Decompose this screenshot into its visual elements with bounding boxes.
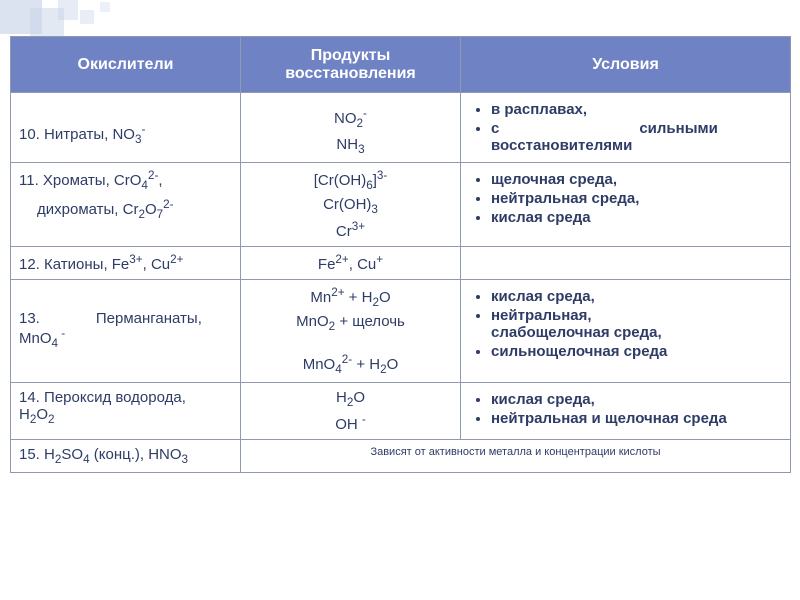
- table-row: 11. Хроматы, CrO42-, дихроматы, Cr2O72- …: [11, 163, 791, 247]
- cell-products-12: Fe2+, Cu+: [241, 247, 461, 280]
- table-row: 15. H2SO4 (конц.), HNO3 Зависят от актив…: [11, 440, 791, 473]
- header-row: Окислители Продукты восстановления Услов…: [11, 37, 791, 93]
- cell-products-13: Mn2+ + H2O MnO2 + щелочь MnO42- + H2O: [241, 280, 461, 383]
- cell-oxidizer-11: 11. Хроматы, CrO42-, дихроматы, Cr2O72-: [11, 163, 241, 247]
- table-row: 14. Пероксид водорода, H2O2 H2O OH - кис…: [11, 383, 791, 440]
- cell-oxidizer-10: 10. Нитраты, NO3-: [11, 93, 241, 163]
- cell-products-11: [Cr(OH)6]3- Cr(OH)3 Cr3+: [241, 163, 461, 247]
- header-oxidizers: Окислители: [11, 37, 241, 93]
- cell-oxidizer-14: 14. Пероксид водорода, H2O2: [11, 383, 241, 440]
- cell-oxidizer-12: 12. Катионы, Fe3+, Cu2+: [11, 247, 241, 280]
- cell-oxidizer-15: 15. H2SO4 (конц.), HNO3: [11, 440, 241, 473]
- cell-conditions-11: щелочная среда, нейтральная среда, кисла…: [461, 163, 791, 247]
- header-conditions: Условия: [461, 37, 791, 93]
- cell-conditions-14: кислая среда, нейтральная и щелочная сре…: [461, 383, 791, 440]
- table-row: 13.Перманганаты, MnO4 - Mn2+ + H2O MnO2 …: [11, 280, 791, 383]
- table-row: 10. Нитраты, NO3- NO2- NH3 в расплавах, …: [11, 93, 791, 163]
- cell-products-14: H2O OH -: [241, 383, 461, 440]
- cell-oxidizer-13: 13.Перманганаты, MnO4 -: [11, 280, 241, 383]
- cell-conditions-10: в расплавах, ссильнымивосстановителями: [461, 93, 791, 163]
- oxidizers-table-container: Окислители Продукты восстановления Услов…: [10, 36, 790, 473]
- slide: Окислители Продукты восстановления Услов…: [0, 0, 800, 600]
- corner-decoration: [0, 0, 170, 40]
- header-products: Продукты восстановления: [241, 37, 461, 93]
- cell-conditions-13: кислая среда, нейтральная,слабощелочная …: [461, 280, 791, 383]
- cell-conditions-12: [461, 247, 791, 280]
- cell-note-15: Зависят от активности металла и концентр…: [241, 440, 791, 473]
- cell-products-10: NO2- NH3: [241, 93, 461, 163]
- oxidizers-table: Окислители Продукты восстановления Услов…: [10, 36, 791, 473]
- table-row: 12. Катионы, Fe3+, Cu2+ Fe2+, Cu+: [11, 247, 791, 280]
